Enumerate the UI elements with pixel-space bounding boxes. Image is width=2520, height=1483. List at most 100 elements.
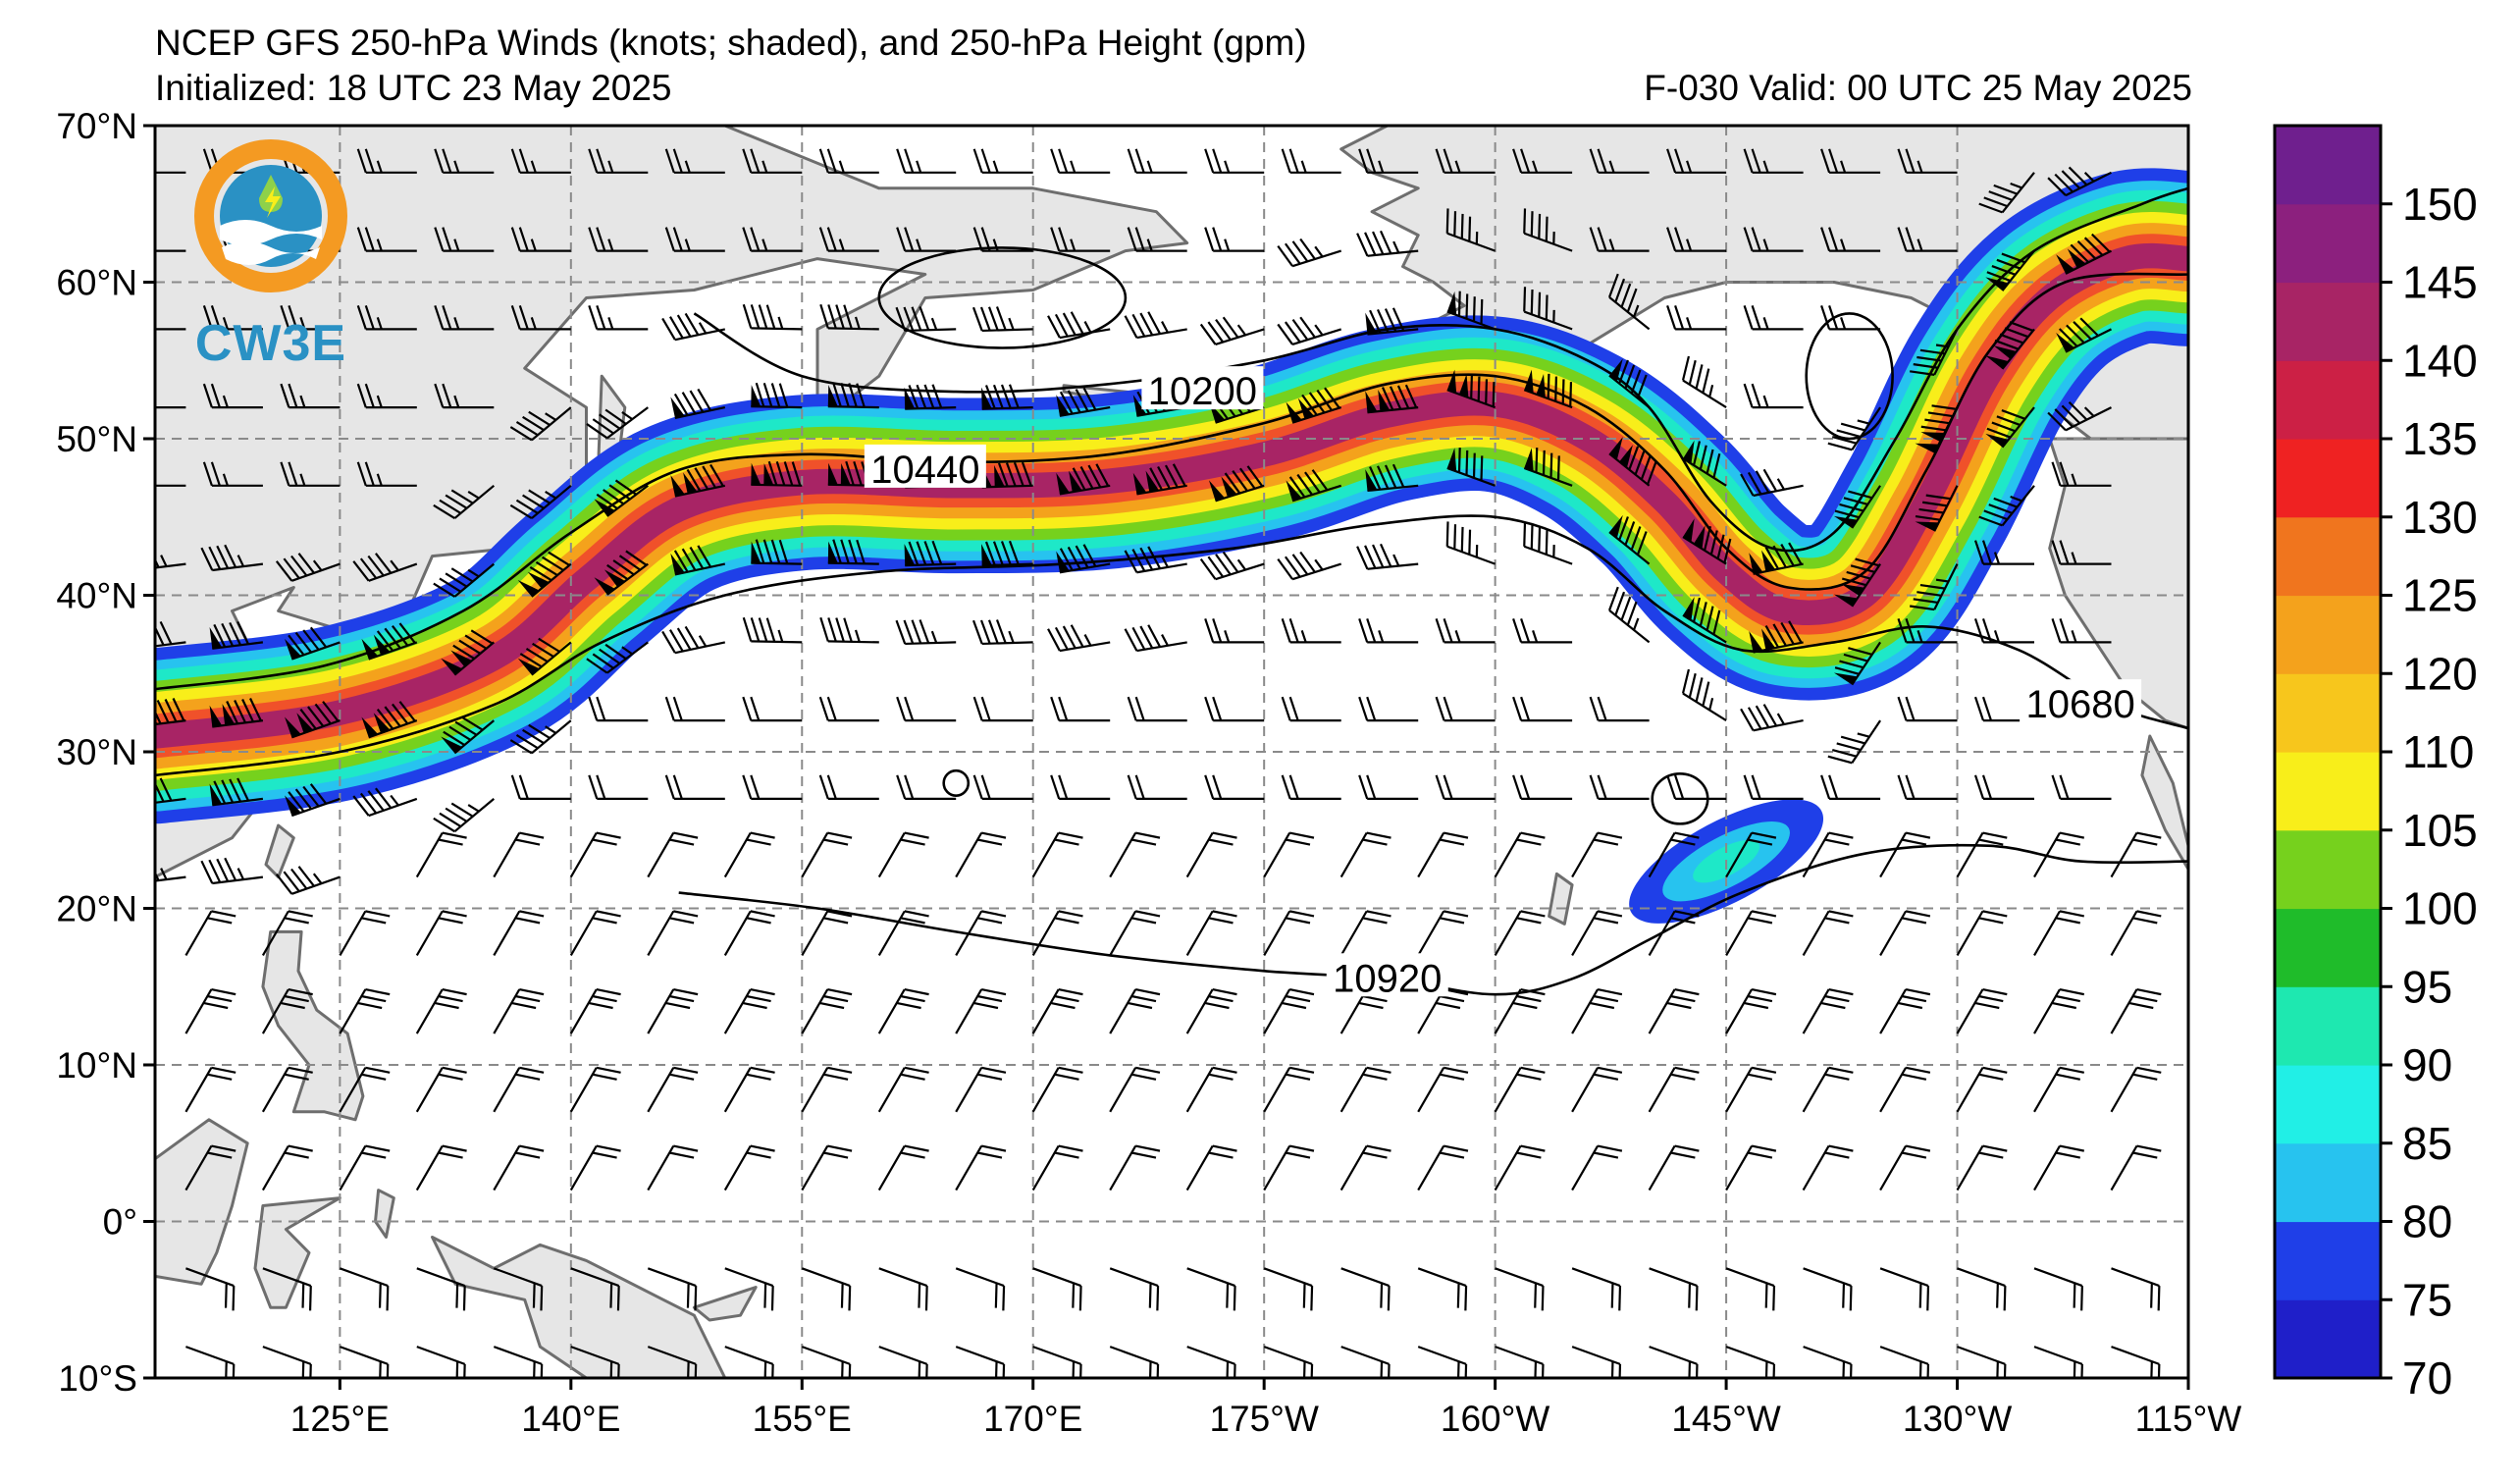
wind-barb [155, 620, 186, 650]
colorbar-swatch [2275, 439, 2381, 518]
wind-barb [588, 227, 649, 252]
wind-barb [904, 540, 957, 567]
wind-barb [493, 1267, 544, 1311]
wind-barb [185, 1267, 236, 1311]
wind-barb [352, 787, 418, 818]
wind-barb [742, 303, 803, 331]
wind-barbs [155, 148, 2162, 1378]
wind-barb [819, 303, 879, 331]
wind-barb [1435, 774, 1496, 801]
wind-barb [2056, 233, 2112, 275]
wind-barb [1879, 1144, 1931, 1192]
contour-label-text: 10920 [1333, 957, 1442, 1000]
wind-barb [356, 227, 417, 252]
wind-barb [434, 148, 495, 174]
colorbar-swatch [2275, 673, 2381, 753]
wind-barb [510, 148, 571, 174]
wind-barb [751, 460, 803, 487]
wind-barb [647, 987, 699, 1034]
wind-barb [155, 249, 186, 252]
y-tick-label: 70°N [56, 106, 137, 146]
colorbar-tick-label: 80 [2402, 1196, 2452, 1247]
land-baja [2140, 734, 2188, 872]
wind-barb [493, 1066, 545, 1113]
wind-barb [1358, 618, 1419, 644]
wind-barb [2110, 831, 2162, 878]
wind-barb [433, 562, 496, 598]
wind-barb [588, 696, 649, 722]
wind-barb [1571, 1267, 1622, 1311]
wind-barb [1185, 1144, 1237, 1192]
wind-barb [1446, 291, 1496, 331]
wind-barb [356, 305, 417, 331]
wind-barb [493, 910, 545, 956]
wind-barb [1365, 307, 1419, 336]
x-tick-label: 130°W [1903, 1399, 2013, 1439]
wind-barb [1820, 774, 1881, 801]
wind-barb [751, 539, 803, 565]
wind-barb [2033, 1144, 2085, 1192]
wind-barb [1132, 463, 1187, 496]
wind-barb [955, 987, 1007, 1034]
wind-barb [1281, 774, 1341, 801]
colorbar-swatch [2275, 126, 2381, 205]
wind-barb [1263, 987, 1315, 1034]
wind-barb [1277, 238, 1342, 268]
wind-barb [352, 553, 418, 582]
wind-barb [1725, 831, 1777, 878]
wind-barb [1185, 831, 1237, 878]
wind-barb [1124, 624, 1187, 653]
wind-barb [877, 1066, 929, 1113]
wind-barb [647, 1066, 699, 1113]
wind-barb [339, 987, 391, 1034]
wind-barb [1743, 383, 1804, 409]
wind-barb [200, 544, 264, 572]
wind-barb [184, 910, 236, 956]
wind-barb [647, 910, 699, 956]
wind-barb [955, 1066, 1007, 1113]
wind-barb [670, 463, 726, 498]
wind-barb [1681, 668, 1727, 722]
wind-barb [1127, 696, 1187, 722]
wind-barb [1417, 1144, 1469, 1192]
land-new-britain [692, 1286, 758, 1322]
wind-barb [1910, 563, 1959, 611]
wind-barb [1263, 1144, 1315, 1192]
logo-icon [194, 139, 347, 292]
wind-barb [509, 406, 572, 442]
wind-barb [647, 831, 699, 878]
wind-barb [1109, 1066, 1161, 1113]
wind-barb [1445, 521, 1496, 565]
wind-barb [1523, 287, 1573, 331]
wind-barb [184, 1066, 236, 1113]
wind-barb [517, 637, 572, 676]
wind-barb [1649, 1267, 1699, 1311]
wind-barb [1204, 227, 1265, 252]
y-tick-label: 60°N [56, 263, 137, 303]
wind-barb [1743, 305, 1804, 331]
wind-barb [896, 774, 957, 801]
wind-barb [340, 1267, 390, 1311]
wind-barb [1199, 551, 1265, 581]
wind-barb [1494, 1066, 1546, 1113]
wind-barb [588, 148, 649, 174]
colorbar-tick-label: 145 [2402, 257, 2478, 308]
wind-barb [981, 384, 1033, 410]
height-closed-contour [942, 768, 971, 797]
wind-barb [570, 1267, 620, 1311]
height-contour-10440 [155, 272, 2188, 691]
wind-barb [723, 987, 775, 1034]
wind-barb [356, 383, 417, 409]
wind-barb [1417, 910, 1469, 956]
colorbar-swatch [2275, 360, 2381, 440]
wind-barb [1725, 987, 1777, 1034]
height-contour-10680 [155, 514, 2188, 777]
colorbar-tick-label: 95 [2402, 961, 2452, 1012]
wind-barb [1356, 543, 1419, 570]
logo-text: CW3E [194, 315, 347, 372]
wind-barb [1820, 305, 1881, 331]
wind-barb [285, 626, 341, 661]
wind-barb [569, 831, 621, 878]
wind-barb [510, 227, 571, 252]
colorbar-swatch [2275, 908, 2381, 987]
